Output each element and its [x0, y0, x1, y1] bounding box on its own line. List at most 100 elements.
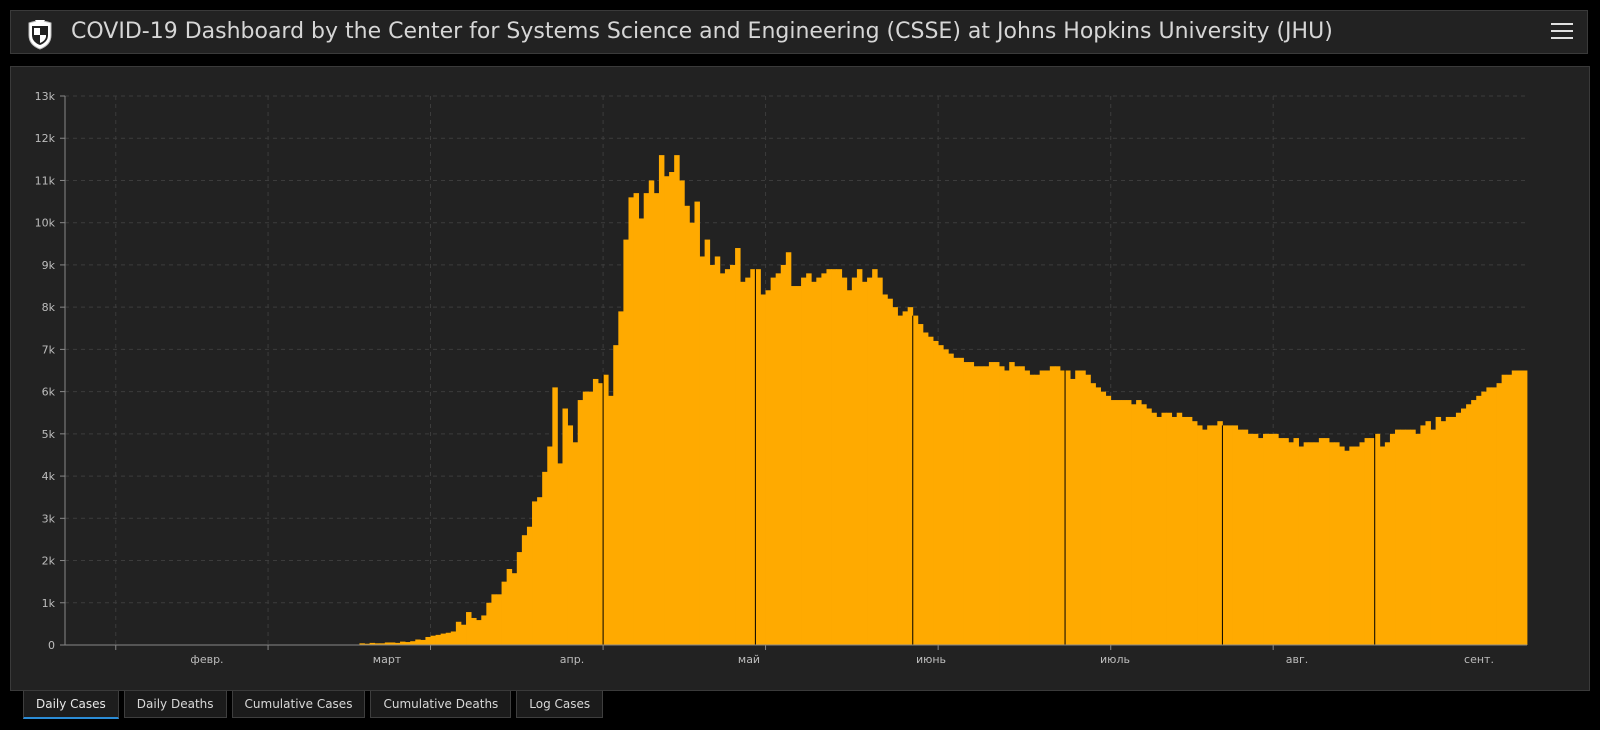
bar[interactable]: [405, 642, 411, 645]
tab-log-cases[interactable]: Log Cases: [516, 691, 604, 718]
bar[interactable]: [1019, 366, 1025, 645]
bar[interactable]: [1339, 446, 1345, 645]
bar[interactable]: [978, 366, 985, 645]
bar[interactable]: [1156, 416, 1162, 645]
bar[interactable]: [572, 442, 579, 645]
bar[interactable]: [1222, 425, 1228, 645]
bar[interactable]: [724, 269, 731, 645]
bar[interactable]: [856, 269, 863, 645]
bar[interactable]: [887, 298, 893, 645]
bar[interactable]: [1252, 433, 1259, 645]
bar[interactable]: [1141, 404, 1147, 645]
bar[interactable]: [1415, 433, 1421, 645]
bar[interactable]: [1242, 429, 1249, 645]
bar[interactable]: [1318, 438, 1325, 645]
bar[interactable]: [1461, 408, 1467, 645]
bar[interactable]: [526, 526, 533, 645]
bar[interactable]: [1471, 400, 1477, 645]
bar[interactable]: [993, 362, 1000, 645]
bar[interactable]: [943, 349, 949, 645]
bar[interactable]: [1166, 412, 1173, 645]
bar[interactable]: [379, 643, 386, 645]
bar[interactable]: [922, 332, 929, 645]
bar[interactable]: [1186, 416, 1193, 645]
bar[interactable]: [384, 642, 391, 645]
bar[interactable]: [1065, 370, 1071, 646]
bar[interactable]: [1278, 438, 1284, 645]
bar[interactable]: [1491, 387, 1497, 645]
bar[interactable]: [1516, 370, 1523, 646]
bar[interactable]: [1176, 412, 1183, 645]
bar[interactable]: [1247, 433, 1254, 645]
bar[interactable]: [1212, 425, 1218, 645]
bar[interactable]: [882, 294, 888, 645]
bar[interactable]: [694, 201, 700, 646]
bar[interactable]: [1105, 395, 1112, 645]
bar[interactable]: [1359, 442, 1365, 645]
bar[interactable]: [826, 269, 832, 645]
bar[interactable]: [476, 620, 482, 645]
bar[interactable]: [1344, 450, 1350, 645]
bar[interactable]: [516, 552, 523, 645]
bar[interactable]: [821, 273, 827, 645]
bar[interactable]: [1410, 429, 1416, 645]
bar[interactable]: [1501, 374, 1508, 645]
bar[interactable]: [1511, 370, 1518, 646]
bar[interactable]: [892, 307, 898, 645]
bar[interactable]: [1115, 400, 1122, 645]
bar[interactable]: [988, 362, 995, 645]
bar[interactable]: [1323, 438, 1330, 645]
bar[interactable]: [608, 395, 614, 645]
bar[interactable]: [877, 277, 883, 645]
tab-cumulative-cases[interactable]: Cumulative Cases: [231, 691, 366, 718]
bar[interactable]: [806, 273, 812, 645]
bar[interactable]: [750, 269, 756, 645]
bar[interactable]: [714, 256, 721, 645]
bar[interactable]: [1049, 366, 1056, 645]
bar[interactable]: [394, 642, 401, 645]
bar[interactable]: [1329, 442, 1335, 645]
bar[interactable]: [831, 269, 838, 645]
bar[interactable]: [1308, 442, 1315, 645]
bar[interactable]: [1009, 362, 1015, 645]
bar[interactable]: [1268, 433, 1274, 645]
bar[interactable]: [1197, 425, 1203, 645]
bar[interactable]: [598, 383, 604, 645]
bar[interactable]: [587, 391, 594, 645]
bar[interactable]: [1237, 429, 1244, 645]
bar[interactable]: [420, 639, 426, 645]
bar[interactable]: [455, 621, 462, 645]
bar[interactable]: [1257, 438, 1264, 645]
bar[interactable]: [1207, 425, 1213, 645]
bar[interactable]: [1151, 412, 1157, 645]
bar[interactable]: [1232, 425, 1239, 645]
bar[interactable]: [1445, 416, 1452, 645]
bar[interactable]: [562, 408, 568, 645]
bar[interactable]: [537, 497, 543, 645]
bar[interactable]: [755, 269, 761, 645]
bar[interactable]: [933, 340, 939, 645]
bar[interactable]: [740, 281, 746, 645]
bar[interactable]: [1521, 370, 1528, 646]
bar[interactable]: [1384, 442, 1391, 645]
bar[interactable]: [450, 631, 457, 645]
bar[interactable]: [389, 642, 396, 645]
bar[interactable]: [491, 594, 497, 645]
bar[interactable]: [958, 357, 964, 645]
bar[interactable]: [481, 615, 487, 645]
bar[interactable]: [963, 362, 969, 645]
bar[interactable]: [1059, 370, 1066, 646]
bar[interactable]: [1369, 438, 1376, 645]
bar[interactable]: [1293, 438, 1299, 645]
bar[interactable]: [1131, 404, 1137, 645]
bar[interactable]: [430, 635, 436, 645]
bar[interactable]: [628, 197, 634, 645]
bar[interactable]: [704, 239, 711, 646]
bar[interactable]: [552, 387, 558, 645]
bar[interactable]: [775, 273, 782, 645]
bar[interactable]: [1004, 370, 1010, 646]
bar[interactable]: [719, 273, 726, 645]
tab-daily-cases[interactable]: Daily Cases: [23, 691, 119, 719]
bar[interactable]: [1440, 421, 1447, 645]
bar[interactable]: [400, 641, 406, 645]
